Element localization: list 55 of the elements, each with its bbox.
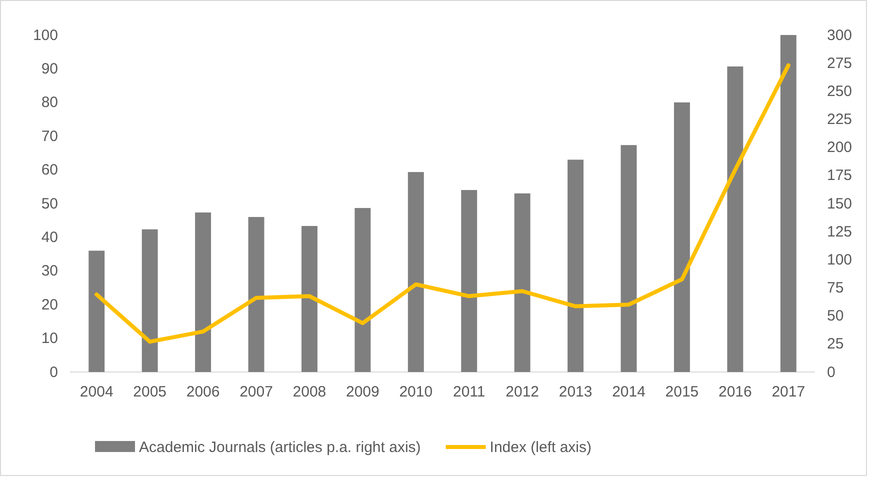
bar [514,193,530,372]
y2-tick-label: 125 [827,223,852,240]
bar [248,216,264,372]
x-tick-label: 2017 [772,384,806,401]
y-tick-label: 20 [41,296,58,314]
x-tick-label: 2006 [186,384,220,401]
bar [301,226,318,372]
x-tick-label: 2012 [506,384,540,401]
bar [461,190,478,372]
x-tick-label: 2015 [665,384,699,401]
x-tick-label: 2010 [399,384,433,401]
y-tick-label: 30 [41,262,58,280]
bar [780,35,796,372]
line-series [94,63,790,344]
y-tick-label: 80 [41,94,58,112]
y2-tick-label: 150 [827,195,852,212]
y-tick-label: 50 [41,195,58,212]
y2-tick-label: 300 [827,26,852,44]
legend-label: Index (left axis) [490,439,592,456]
bar [727,66,744,372]
bar [408,172,424,372]
y-tick-label: 10 [41,330,58,348]
y2-tick-label: 250 [827,82,852,100]
x-tick-label: 2007 [240,384,273,401]
y2-tick-label: 0 [827,364,836,381]
bar [674,102,690,372]
y-tick-label: 90 [41,60,58,78]
y2-tick-label: 275 [827,54,852,72]
bar [88,250,105,372]
y2-tick-label: 200 [827,139,852,156]
x-tick-label: 2011 [452,384,486,401]
x-tick-label: 2014 [612,384,646,401]
y-tick-label: 70 [41,128,58,145]
y2-tick-label: 25 [827,336,844,353]
x-tick-label: 2005 [133,384,167,401]
y-tick-label: 40 [41,229,58,246]
bar [142,229,158,372]
y2-tick-label: 50 [827,308,844,325]
y2-tick-label: 75 [827,280,844,297]
bar [354,208,371,372]
x-tick-label: 2004 [80,384,114,401]
y2-tick-label: 175 [827,167,852,184]
y2-tick-label: 225 [827,111,852,128]
y-tick-label: 60 [41,162,58,179]
x-tick-label: 2009 [346,384,380,401]
x-tick-label: 2013 [558,384,592,401]
y-tick-label: 100 [32,26,58,44]
bar [195,212,212,372]
x-tick-label: 2008 [292,384,326,401]
x-tick-label: 2016 [718,384,752,401]
bar [568,160,584,372]
y-tick-label: 0 [50,364,58,381]
y2-tick-label: 100 [827,251,852,268]
bar [620,145,637,372]
legend-label: Academic Journals (articles p.a. right axis) [139,439,421,456]
